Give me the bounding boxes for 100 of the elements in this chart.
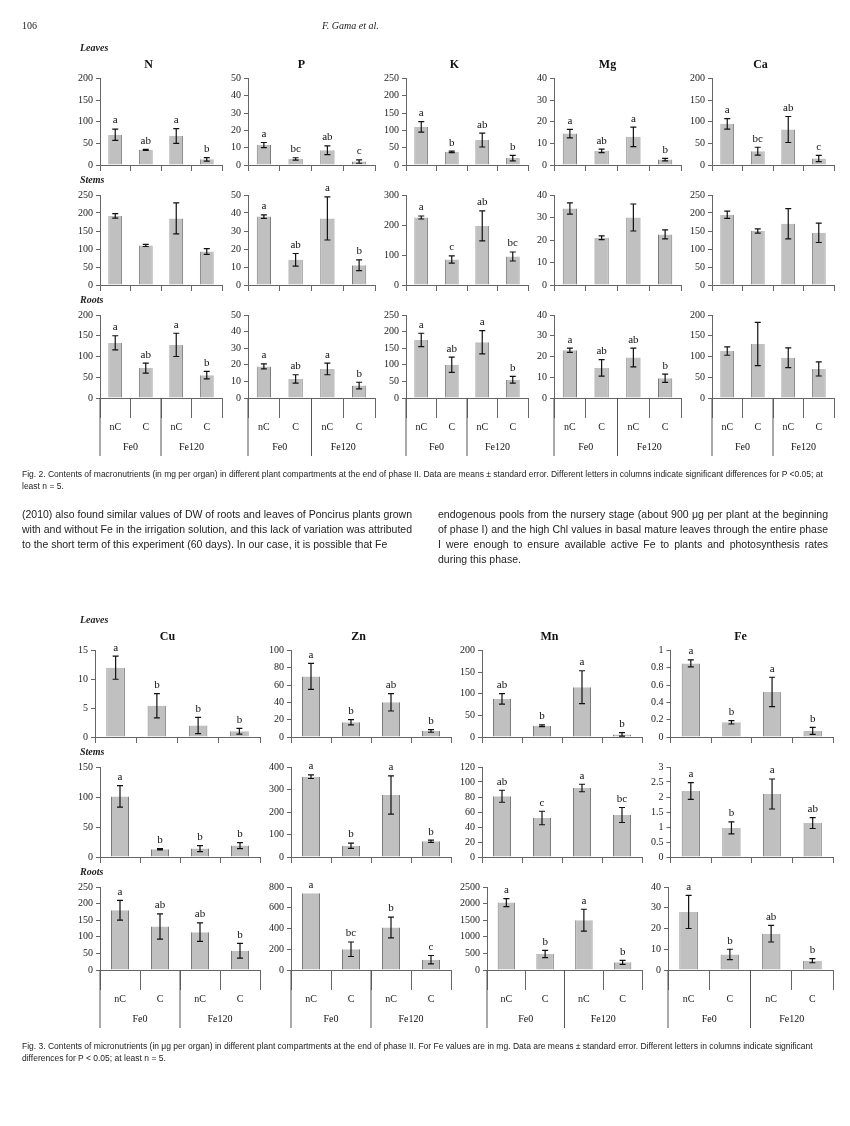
data-label: b: [237, 927, 244, 940]
y-tick-label: 30: [231, 341, 241, 353]
y-tick-label: 100: [384, 358, 399, 370]
chart-title: Ca: [753, 57, 768, 72]
y-tick-label: 300: [269, 782, 284, 794]
y-tick-label: 50: [695, 260, 705, 272]
chart-subtitle: Stems: [80, 174, 105, 185]
y-tick-label: 20: [537, 115, 547, 127]
y-tick-label: 0: [394, 391, 399, 403]
y-tick-label: 250: [384, 72, 399, 84]
data-label: a: [418, 106, 424, 119]
y-tick-label: 200: [690, 72, 705, 84]
data-label: a: [479, 314, 485, 327]
chart-title: N: [144, 57, 154, 72]
y-tick-label: 200: [384, 89, 399, 101]
y-tick-label: 50: [389, 141, 399, 153]
y-tick-label: 100: [78, 929, 93, 941]
x-tick-label: nC: [385, 992, 398, 1004]
data-label: bc: [345, 925, 357, 938]
x-tick-label: C: [427, 992, 435, 1004]
y-tick-label: 0.2: [651, 712, 664, 724]
data-label: a: [261, 126, 267, 139]
x-tick-label: C: [448, 420, 456, 432]
y-tick-label: 150: [384, 106, 399, 118]
y-tick-label: 30: [651, 900, 661, 912]
y-tick-label: 0: [475, 963, 480, 975]
y-tick-label: 100: [690, 350, 705, 362]
y-tick-label: 10: [651, 942, 661, 954]
y-tick-label: 100: [78, 790, 93, 802]
x-tick-label: nC: [415, 420, 428, 432]
y-tick-label: 300: [384, 188, 399, 200]
y-tick-label: 0: [700, 278, 705, 290]
data-label: b: [619, 944, 626, 957]
y-tick-label: 0: [279, 850, 284, 862]
y-tick-label: 250: [78, 880, 93, 892]
y-tick-label: 250: [384, 308, 399, 320]
y-tick-label: 10: [231, 260, 241, 272]
x-tick-label: nC: [682, 992, 695, 1004]
data-label: ab: [290, 359, 302, 372]
chart-title: Mn: [540, 628, 559, 643]
x-tick-label: nC: [321, 420, 334, 432]
x-tick-label: nC: [109, 420, 122, 432]
text: Fe0: [272, 440, 288, 452]
y-tick-label: 0: [658, 730, 664, 742]
data-label: b: [348, 826, 355, 839]
y-tick-label: 0: [279, 963, 284, 975]
x-tick-label: nC: [500, 992, 513, 1004]
y-tick-label: 40: [537, 188, 547, 200]
y-tick-label: 10: [537, 370, 547, 382]
y-tick-label: 200: [78, 206, 93, 218]
text: Fe120: [207, 1012, 233, 1024]
data-label: a: [769, 661, 775, 674]
caption: Fig. 3. Contents of micronutrients (in μg per organ) in different plant compartments at the end of phase II. For Fe values are in mg. Data are means ± standard error. Different letters in columns indicate significant differences for P < 0.05; at least n = 5.: [22, 1039, 814, 1065]
chart-subtitle: Leaves: [80, 613, 110, 626]
y-tick-label: 100: [269, 827, 284, 839]
x-tick-label: nC: [476, 420, 489, 432]
y-tick-label: 50: [83, 260, 93, 272]
x-tick-label: C: [726, 992, 734, 1004]
y-tick-label: 0: [470, 730, 475, 742]
data-label: ab: [477, 195, 488, 208]
y-tick-label: 10: [78, 672, 88, 684]
data-label: c: [428, 939, 434, 952]
y-tick-label: 0: [656, 963, 661, 975]
y-tick-label: 3: [658, 760, 664, 772]
y-tick-label: 0.8: [651, 660, 664, 672]
data-label: a: [308, 647, 314, 660]
y-tick-label: 60: [465, 805, 475, 817]
data-label: ab: [596, 133, 608, 146]
data-label: a: [630, 111, 636, 124]
y-tick-label: 150: [78, 329, 93, 341]
data-label: a: [173, 317, 179, 330]
text: Fe0: [429, 440, 444, 452]
data-label: b: [236, 712, 243, 725]
y-tick-label: 10: [231, 375, 241, 387]
y-tick-label: 40: [537, 308, 547, 320]
x-tick-label: C: [541, 992, 549, 1004]
y-tick-label: 50: [83, 820, 93, 832]
y-tick-label: 150: [78, 93, 93, 105]
data-label: ab: [596, 344, 608, 356]
data-label: a: [324, 347, 330, 360]
text: Fe0: [132, 1012, 148, 1024]
x-tick-label: nC: [782, 420, 795, 432]
y-tick-label: 2000: [460, 896, 480, 908]
y-tick-label: 50: [83, 136, 93, 148]
data-label: a: [324, 181, 330, 194]
text: F. Gama et al.: [322, 20, 379, 33]
data-label: b: [195, 701, 202, 714]
x-tick-label: C: [236, 992, 244, 1004]
data-label: b: [154, 677, 161, 690]
y-tick-label: 0: [394, 278, 399, 290]
chart-subtitle: Roots: [80, 865, 105, 878]
text: Fe120: [590, 1012, 616, 1024]
x-tick-label: nC: [114, 992, 127, 1004]
y-tick-label: 50: [83, 946, 93, 958]
data-label: b: [539, 708, 546, 721]
y-tick-label: 40: [274, 695, 284, 707]
data-label: bc: [752, 131, 764, 144]
y-tick-label: 400: [269, 921, 284, 933]
y-tick-label: 1000: [460, 929, 480, 941]
y-tick-label: 150: [690, 329, 705, 341]
